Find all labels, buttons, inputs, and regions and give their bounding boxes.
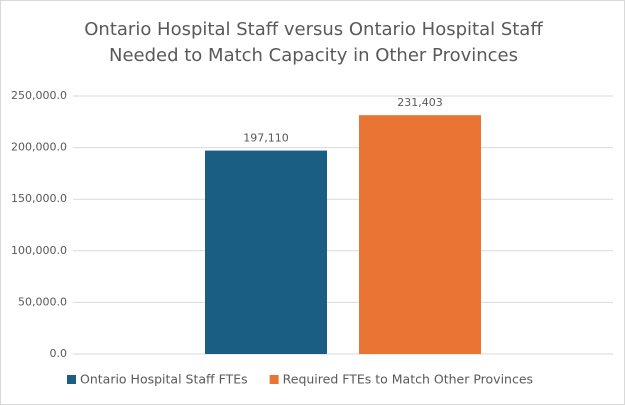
y-tick-label: 100,000.0 xyxy=(11,244,67,257)
legend-label: Ontario Hospital Staff FTEs xyxy=(80,372,248,387)
y-tick-label: 200,000.0 xyxy=(11,141,67,154)
legend-swatch xyxy=(269,375,279,384)
chart-title: Ontario Hospital Staff versus Ontario Ho… xyxy=(84,19,543,66)
data-label: 197,110 xyxy=(243,132,289,145)
bar xyxy=(205,150,327,354)
y-tick-label: 250,000.0 xyxy=(11,89,67,102)
data-label: 231,403 xyxy=(397,96,443,109)
y-tick-label: 50,000.0 xyxy=(18,295,67,308)
legend-swatch xyxy=(67,375,76,384)
y-tick-label: 150,000.0 xyxy=(11,192,67,205)
y-tick-label: 0.0 xyxy=(50,347,68,360)
legend-label: Required FTEs to Match Other Provinces xyxy=(283,372,533,387)
bar xyxy=(359,115,481,354)
